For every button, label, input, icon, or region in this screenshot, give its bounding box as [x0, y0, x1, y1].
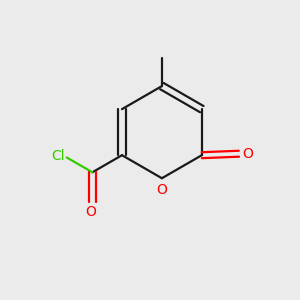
Text: O: O — [85, 205, 96, 218]
Text: O: O — [157, 182, 167, 197]
Text: Cl: Cl — [51, 149, 64, 163]
Text: O: O — [242, 147, 253, 161]
